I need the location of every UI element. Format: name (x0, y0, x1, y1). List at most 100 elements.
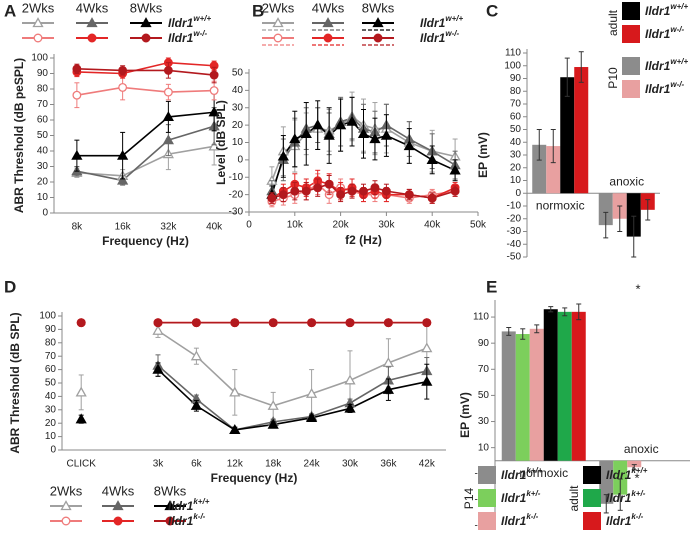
marker (427, 193, 437, 203)
x-tick-label: 42k (419, 459, 436, 470)
legend-header: 4Wks (312, 0, 345, 15)
legend-swatch (622, 57, 640, 75)
annotation: * (634, 470, 639, 485)
legend-marker (87, 33, 97, 43)
series-line (76, 86, 215, 96)
marker (421, 342, 433, 353)
legend-swatch (583, 512, 601, 530)
marker (118, 65, 128, 75)
y-tick-label: 30 (478, 416, 490, 427)
x-tick-label: 10k (287, 220, 304, 231)
legend-swatch (622, 80, 640, 98)
y-tick-label: 100 (39, 311, 56, 322)
legend-marker (113, 516, 123, 526)
y-tick-label: 100 (504, 60, 521, 71)
bar (574, 67, 589, 194)
y-tick-label: 50 (510, 124, 522, 135)
y-tick-label: 70 (510, 99, 522, 110)
marker (344, 374, 356, 385)
category-label: normoxic (519, 466, 568, 480)
bar (557, 311, 572, 461)
marker (268, 318, 278, 328)
y-tick-label: 110 (473, 312, 489, 323)
gene-name: Ildr1 (168, 31, 194, 45)
marker (426, 154, 438, 165)
legend-label: Ildr1k-/- (606, 512, 644, 528)
marker (345, 318, 355, 328)
x-tick-label: 16k (115, 222, 132, 233)
y-tick-label: 80 (45, 337, 57, 348)
marker (344, 402, 356, 413)
y-tick-label: 60 (37, 115, 49, 126)
legend-header: 8Wks (362, 0, 395, 15)
marker (72, 64, 82, 74)
marker (162, 111, 174, 122)
marker (369, 133, 381, 144)
legend-label: Ildr1w-/- (168, 29, 207, 45)
legend-swatch (622, 2, 640, 20)
y-tick-label: 30 (37, 161, 49, 172)
marker (152, 324, 164, 335)
x-tick-label: 18k (265, 459, 282, 470)
marker (230, 318, 240, 328)
gene-sup: w+/+ (670, 2, 688, 11)
y-tick-label: 90 (510, 73, 522, 84)
x-axis-label: Frequency (Hz) (211, 471, 298, 485)
gene-sup: k+/- (631, 489, 645, 498)
legend-marker (272, 17, 284, 28)
gene-sup: w-/- (445, 29, 459, 38)
gene-sup: k-/- (631, 512, 643, 521)
x-tick-label: 3k (153, 459, 165, 470)
y-axis-label: ABR Threshold (dB SPL) (8, 312, 22, 453)
category-label: anoxic (624, 442, 659, 456)
series-line (76, 125, 215, 182)
x-tick-label: 8k (72, 222, 84, 233)
x-tick-label: 12k (227, 459, 244, 470)
bar (529, 328, 544, 461)
legend-marker (112, 500, 124, 511)
bar (599, 460, 614, 504)
gene-name: Ildr1 (645, 4, 671, 18)
marker (382, 357, 395, 368)
gene-name: Ildr1 (645, 59, 671, 73)
y-axis-label: EP (mV) (458, 392, 472, 438)
series-line (76, 145, 215, 177)
y-tick-label: 10 (232, 137, 244, 148)
panel-label: B (252, 1, 264, 20)
y-tick-label: 40 (37, 146, 49, 157)
legend-group-label: P10 (606, 67, 620, 89)
bar (560, 77, 575, 194)
gene-name: Ildr1 (645, 82, 671, 96)
marker (162, 134, 174, 145)
gene-name: Ildr1 (501, 468, 527, 482)
marker (190, 399, 203, 410)
legend-swatch (478, 466, 496, 484)
y-tick-label: 30 (45, 404, 57, 415)
marker (312, 119, 324, 130)
y-tick-label: 30 (510, 150, 522, 161)
gene-sup: k-/- (526, 512, 538, 521)
bar (626, 193, 641, 237)
legend-group-label: adult (567, 485, 581, 512)
legend-header: 8Wks (154, 483, 187, 498)
x-tick-label: CLICK (66, 459, 96, 470)
marker (229, 386, 241, 397)
bar (627, 460, 642, 468)
legend-swatch (478, 512, 496, 530)
y-tick-label: 30 (232, 102, 244, 113)
y-tick-label: -40 (507, 239, 522, 250)
legend-marker (323, 33, 333, 43)
legend-marker (373, 33, 383, 43)
y-tick-label: 0 (237, 155, 243, 166)
marker (334, 119, 347, 130)
legend-label: Ildr1k+/+ (501, 466, 543, 482)
gene-sup: w-/- (670, 80, 684, 89)
marker (305, 387, 318, 398)
x-tick-label: 50k (470, 220, 487, 231)
y-tick-label: 20 (232, 120, 244, 131)
x-tick-label: 6k (191, 459, 203, 470)
marker (76, 318, 86, 328)
legend-swatch (622, 25, 640, 43)
y-tick-label: 50 (37, 130, 49, 141)
